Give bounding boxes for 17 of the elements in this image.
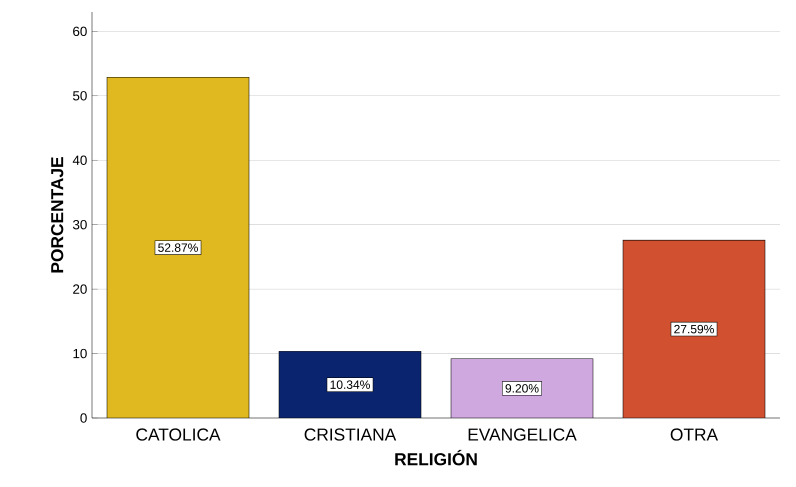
y-tick-label: 0 bbox=[80, 413, 87, 423]
data-label: 52.87% bbox=[158, 243, 198, 252]
data-label: 10.34% bbox=[330, 380, 370, 389]
data-label: 9.20% bbox=[506, 384, 539, 393]
x-tick-label: OTRA bbox=[670, 428, 718, 441]
x-tick-label: CRISTIANA bbox=[304, 428, 396, 441]
x-tick-label: CATOLICA bbox=[136, 428, 221, 441]
y-tick-label: 60 bbox=[73, 26, 87, 36]
x-axis-title: RELIGIÓN bbox=[395, 450, 477, 466]
y-axis-title: PORCENTAJE bbox=[51, 157, 64, 272]
y-tick-label: 20 bbox=[73, 284, 87, 294]
y-tick-label: 30 bbox=[72, 220, 87, 230]
data-label: 27.59% bbox=[674, 324, 714, 334]
y-tick-label: 10 bbox=[73, 348, 87, 358]
y-tick-label: 40 bbox=[72, 156, 87, 165]
x-tick-label: EVANGELICA bbox=[468, 428, 577, 441]
y-tick-label: 50 bbox=[73, 91, 87, 100]
